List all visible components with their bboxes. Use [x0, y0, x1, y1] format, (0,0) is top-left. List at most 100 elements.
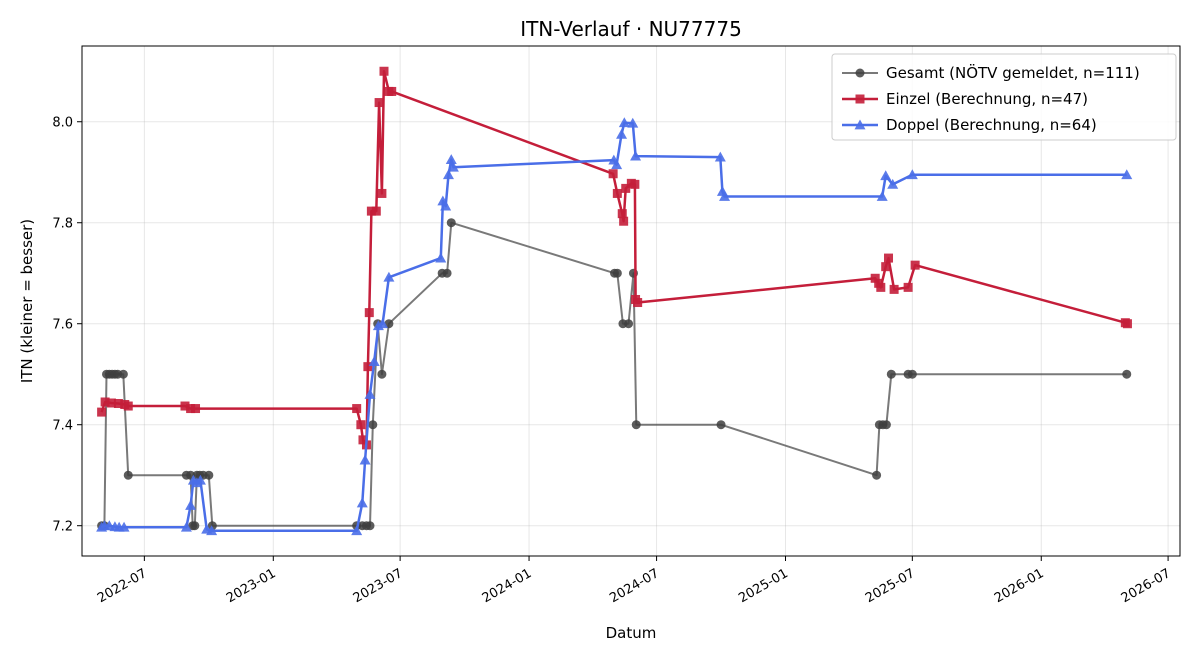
x-tick-label: 2026-07: [1119, 566, 1174, 606]
data-point-triangle: [359, 454, 371, 465]
data-point-square: [387, 86, 397, 96]
x-tick-label: 2022-07: [95, 566, 150, 606]
data-point-square: [870, 273, 880, 283]
data-point-square: [97, 407, 107, 417]
data-point-triangle: [445, 154, 457, 165]
data-point-square: [621, 183, 631, 193]
x-axis-ticks: 2022-07 2023-01 2023-07 2024-01 2024-07 2025-…: [95, 556, 1173, 606]
x-tick-label: 2026-01: [992, 566, 1047, 606]
data-point-triangle: [1121, 169, 1133, 180]
data-point-square: [364, 308, 374, 318]
data-point-triangle: [364, 388, 376, 399]
series-line: [101, 221, 1127, 527]
plot-series: [96, 66, 1133, 536]
data-point-square: [180, 401, 190, 411]
data-point-square: [113, 399, 123, 409]
data-point-triangle: [447, 161, 459, 172]
x-tick-label: 2023-07: [351, 566, 406, 606]
series-3: [96, 117, 1133, 536]
data-point-triangle: [180, 521, 192, 532]
data-point-triangle: [442, 169, 454, 180]
data-point-circle: [204, 470, 214, 480]
data-point-circle: [872, 470, 882, 480]
legend-box: [831, 53, 1177, 141]
data-point-square: [377, 188, 387, 198]
data-point-triangle: [854, 119, 866, 130]
data-point-square: [633, 298, 643, 308]
data-point-square: [630, 179, 640, 189]
legend-label: Gesamt (NÖTV gemeldet, n=111): [886, 63, 1140, 82]
data-point-circle: [123, 470, 133, 480]
data-point-triangle: [876, 190, 888, 201]
data-point-circle: [886, 369, 896, 379]
data-point-square: [191, 404, 201, 414]
data-point-triangle: [206, 525, 218, 536]
data-point-circle: [612, 268, 622, 278]
data-point-square: [608, 169, 618, 179]
series-1: [97, 218, 1132, 531]
data-point-circle: [365, 521, 375, 531]
data-point-triangle: [118, 521, 130, 532]
data-point-square: [903, 282, 913, 292]
data-point-circle: [377, 369, 387, 379]
data-point-square: [910, 260, 920, 270]
data-point-triangle: [616, 128, 628, 139]
data-point-triangle: [351, 525, 363, 536]
legend: Gesamt (NÖTV gemeldet, n=111) Einzel (Ber…: [831, 53, 1177, 141]
data-point-circle: [907, 369, 917, 379]
data-point-circle: [446, 218, 456, 228]
data-point-circle: [624, 319, 634, 329]
data-point-square: [1122, 319, 1132, 329]
data-point-square: [612, 188, 622, 198]
data-point-square: [363, 362, 373, 372]
data-point-square: [352, 404, 362, 414]
data-point-triangle: [627, 117, 639, 128]
data-point-square: [855, 94, 865, 104]
data-point-triangle: [719, 190, 731, 201]
x-tick-label: 2025-07: [863, 566, 918, 606]
data-point-square: [889, 284, 899, 294]
plot-frame: [81, 45, 1181, 557]
data-point-triangle: [435, 252, 447, 263]
data-point-triangle: [906, 169, 918, 180]
x-tick-label: 2024-07: [607, 566, 662, 606]
data-point-circle: [631, 420, 641, 430]
x-tick-label: 2025-01: [736, 566, 791, 606]
y-tick-label: 7.2: [52, 520, 73, 535]
data-point-triangle: [611, 159, 623, 170]
data-point-triangle: [356, 497, 368, 508]
data-point-circle: [368, 420, 378, 430]
y-axis-ticks: 7.2 7.4 7.6 7.8 8.0: [52, 116, 82, 535]
data-point-square: [881, 262, 891, 272]
y-tick-label: 7.6: [52, 318, 73, 333]
data-point-triangle: [383, 271, 395, 282]
data-point-triangle: [714, 151, 726, 162]
data-point-circle: [190, 521, 200, 531]
y-tick-label: 7.4: [52, 419, 73, 434]
data-point-circle: [442, 268, 452, 278]
data-point-triangle: [368, 356, 380, 366]
data-point-square: [358, 435, 368, 445]
legend-label: Einzel (Berechnung, n=47): [886, 90, 1088, 108]
data-point-triangle: [185, 500, 197, 510]
x-tick-label: 2024-01: [480, 566, 535, 606]
y-tick-label: 8.0: [52, 116, 73, 131]
data-point-circle: [855, 68, 865, 78]
data-point-square: [884, 253, 894, 263]
data-point-square: [617, 209, 627, 219]
x-axis-label: Datum: [606, 624, 657, 642]
data-point-triangle: [618, 117, 630, 128]
data-point-square: [123, 401, 133, 411]
data-point-square: [379, 66, 389, 76]
data-point-triangle: [880, 170, 892, 181]
data-point-circle: [118, 369, 128, 379]
data-point-square: [619, 216, 629, 226]
data-point-circle: [716, 420, 726, 430]
data-point-square: [100, 397, 110, 407]
data-point-circle: [1122, 369, 1132, 379]
data-point-square: [106, 398, 116, 408]
data-point-square: [356, 420, 366, 430]
data-point-square: [374, 98, 384, 108]
data-point-square: [876, 282, 886, 292]
